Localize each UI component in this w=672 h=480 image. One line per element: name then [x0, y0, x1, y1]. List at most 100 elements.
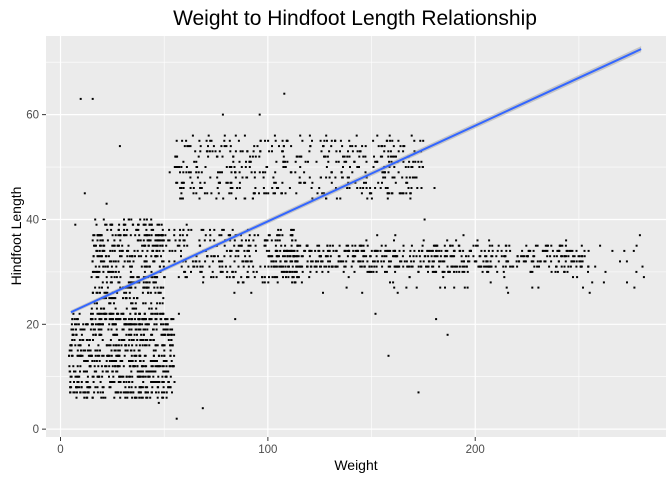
- data-point: [92, 333, 95, 336]
- data-point: [489, 265, 492, 268]
- data-point: [252, 197, 254, 200]
- data-point: [446, 239, 449, 242]
- data-point: [148, 223, 151, 226]
- data-point: [141, 344, 144, 347]
- data-point: [105, 223, 108, 226]
- data-point: [572, 260, 575, 263]
- data-point: [485, 255, 488, 258]
- data-point: [145, 234, 147, 237]
- data-point: [103, 291, 106, 294]
- data-point: [225, 145, 228, 148]
- data-point: [83, 360, 86, 362]
- data-point: [285, 270, 288, 273]
- data-point: [262, 176, 265, 179]
- data-point: [237, 265, 240, 268]
- data-point: [226, 181, 229, 184]
- data-point: [72, 328, 75, 331]
- data-point: [122, 328, 125, 331]
- data-point: [93, 302, 96, 305]
- data-point: [168, 333, 171, 336]
- data-point: [229, 265, 232, 268]
- data-point: [443, 260, 446, 263]
- data-point: [199, 270, 202, 273]
- data-point: [126, 396, 129, 399]
- data-point: [211, 260, 214, 263]
- data-point: [571, 249, 574, 252]
- data-point: [165, 365, 168, 368]
- data-point: [380, 260, 383, 263]
- data-point: [561, 244, 564, 247]
- data-point: [136, 239, 139, 242]
- data-point: [405, 181, 408, 184]
- data-point: [105, 202, 108, 205]
- data-point: [148, 318, 151, 321]
- data-point: [237, 255, 240, 258]
- data-point: [529, 249, 532, 252]
- data-point: [246, 270, 249, 273]
- data-point: [118, 244, 120, 247]
- data-point: [149, 339, 152, 341]
- data-point: [326, 155, 329, 158]
- data-point: [99, 291, 101, 294]
- data-point: [116, 291, 119, 294]
- data-point: [143, 234, 146, 237]
- data-point: [396, 265, 399, 268]
- data-point: [170, 318, 173, 321]
- data-point: [461, 265, 464, 268]
- data-point: [322, 249, 325, 252]
- data-point: [80, 328, 83, 331]
- data-point: [279, 228, 282, 231]
- data-point: [368, 270, 371, 273]
- data-point: [98, 360, 101, 362]
- data-point: [84, 349, 87, 352]
- data-point: [394, 255, 397, 258]
- data-point: [134, 318, 136, 321]
- data-point: [391, 176, 394, 179]
- data-point: [117, 344, 120, 347]
- data-point: [120, 312, 123, 315]
- data-point: [221, 260, 224, 263]
- data-point: [433, 187, 436, 189]
- data-point: [263, 281, 266, 284]
- data-point: [296, 276, 299, 279]
- data-point: [168, 228, 171, 231]
- data-point: [274, 171, 277, 174]
- data-point: [101, 286, 103, 289]
- data-point: [432, 265, 435, 268]
- data-point: [156, 223, 159, 226]
- data-point: [117, 281, 120, 284]
- data-point: [162, 297, 165, 300]
- data-point: [505, 260, 508, 263]
- data-point: [113, 249, 116, 252]
- data-point: [463, 286, 466, 289]
- data-point: [143, 270, 146, 273]
- data-point: [100, 307, 102, 310]
- data-point: [148, 375, 151, 378]
- data-point: [81, 339, 84, 341]
- data-point: [342, 260, 345, 263]
- data-point: [149, 291, 152, 294]
- data-point: [486, 270, 489, 273]
- data-point: [291, 270, 294, 273]
- data-point: [135, 228, 138, 231]
- data-point: [79, 97, 82, 100]
- data-point: [388, 260, 390, 263]
- data-point: [143, 333, 145, 336]
- data-point: [89, 349, 92, 352]
- data-point: [316, 244, 319, 247]
- data-point: [148, 281, 151, 284]
- data-point: [93, 244, 95, 247]
- data-point: [145, 391, 148, 394]
- data-point: [119, 318, 121, 321]
- data-point: [119, 276, 122, 279]
- data-point: [578, 255, 581, 258]
- data-point: [284, 249, 286, 252]
- data-point: [130, 339, 133, 341]
- data-point: [76, 349, 79, 352]
- data-point: [295, 270, 298, 273]
- data-point: [221, 270, 224, 273]
- data-point: [189, 145, 192, 148]
- data-point: [150, 255, 153, 258]
- data-point: [299, 244, 302, 247]
- data-point: [101, 375, 104, 378]
